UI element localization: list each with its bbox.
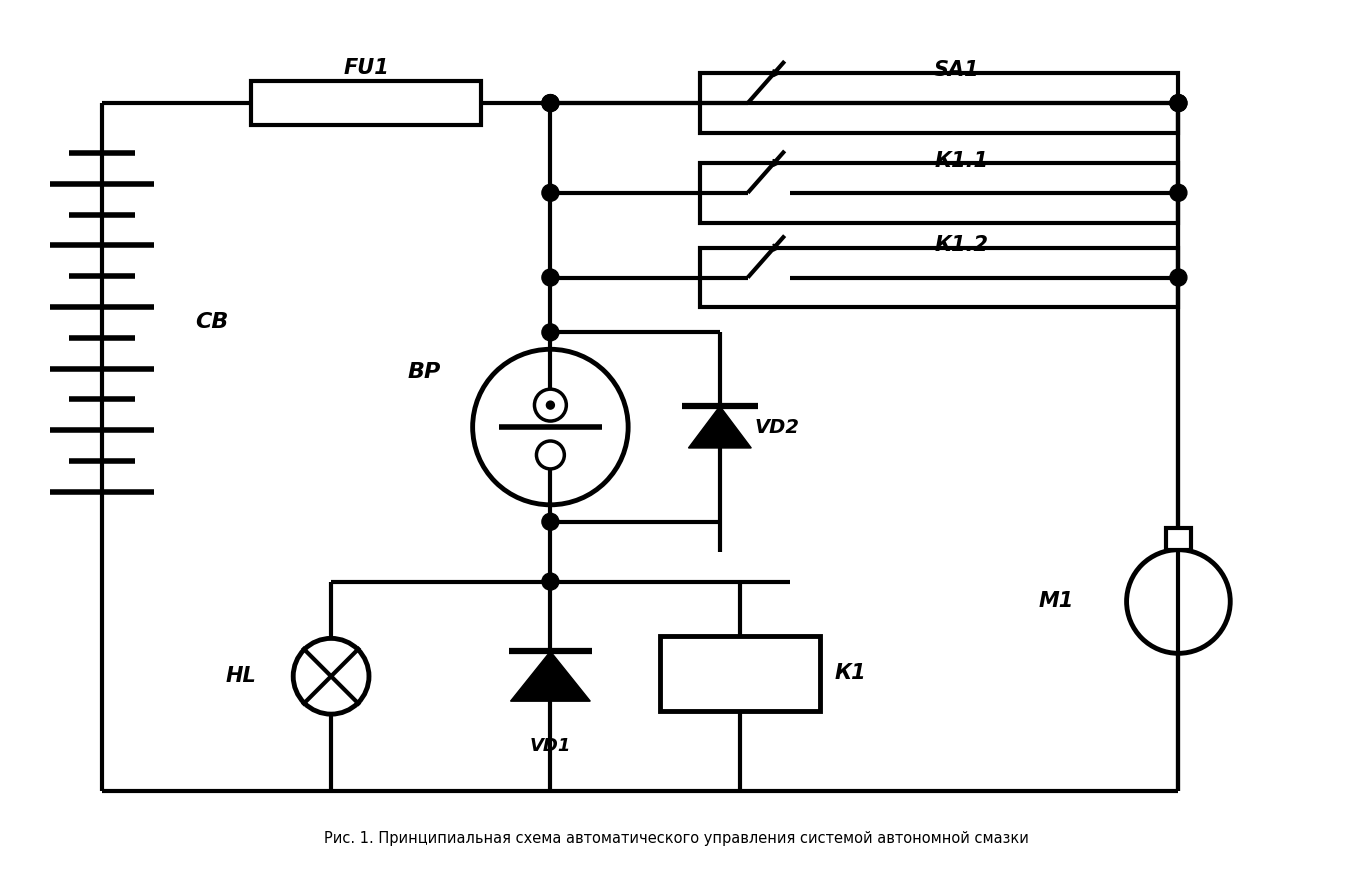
Bar (660, 637, 819, 711)
Text: М1: М1 (1038, 592, 1073, 611)
Circle shape (542, 513, 558, 530)
Text: К1: К1 (834, 663, 867, 684)
Polygon shape (688, 406, 752, 448)
Circle shape (1169, 269, 1187, 286)
Circle shape (1169, 94, 1187, 111)
Text: К1.1: К1.1 (934, 151, 988, 171)
Text: VD1: VD1 (530, 737, 571, 755)
Circle shape (546, 401, 554, 409)
Text: К1.2: К1.2 (934, 235, 988, 255)
Circle shape (542, 573, 558, 590)
Text: ВР: ВР (407, 363, 441, 382)
Polygon shape (511, 651, 591, 701)
Circle shape (1169, 94, 1187, 111)
Circle shape (542, 94, 558, 111)
Bar (700, 248, 1179, 308)
Bar (1165, 527, 1191, 549)
Text: VD2: VD2 (754, 417, 800, 437)
Circle shape (542, 184, 558, 201)
Text: СВ: СВ (195, 312, 228, 333)
Bar (700, 73, 1179, 133)
Circle shape (542, 324, 558, 340)
Bar (700, 163, 1179, 222)
Circle shape (542, 94, 558, 111)
Bar (251, 80, 480, 125)
Circle shape (1169, 184, 1187, 201)
Text: Рис. 1. Принципиальная схема автоматического управления системой автономной смаз: Рис. 1. Принципиальная схема автоматичес… (323, 831, 1029, 846)
Text: SA1: SA1 (934, 60, 980, 80)
Circle shape (542, 269, 558, 286)
Text: FU1: FU1 (343, 58, 389, 78)
Text: HL: HL (226, 666, 257, 686)
